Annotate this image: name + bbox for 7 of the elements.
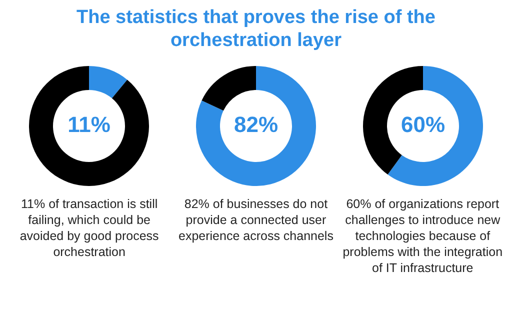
text: 60% of organizations report challenges to introduce new technologies because of problems with the integration of IT infrastructure [342, 196, 503, 276]
data-label: 60% [400, 112, 445, 138]
text: 82% of businesses do not provide a connected user experience across channels [178, 196, 334, 244]
text: 11% of transaction is still failing, which could be avoided by good process orchestration [18, 196, 160, 260]
data-label: 11% [68, 112, 111, 138]
data-label: 82% [234, 112, 278, 138]
text: The statistics that proves the rise of the orchestration layer [76, 6, 436, 52]
